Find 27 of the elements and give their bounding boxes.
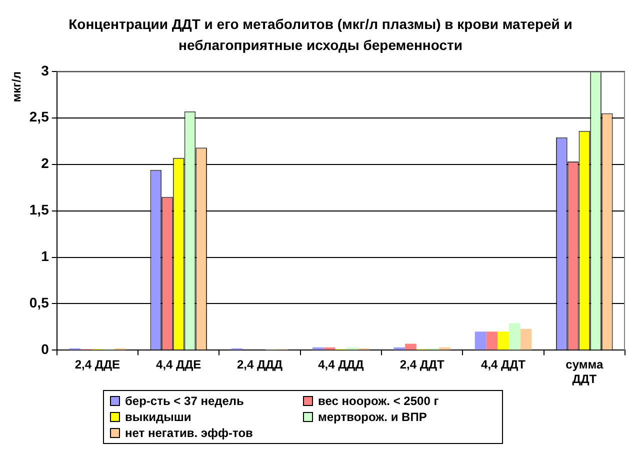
x-tick-label: 4,4 ДДТ (481, 358, 526, 372)
x-tick-label: 2,4 ДДТ (400, 358, 445, 372)
bar (520, 328, 532, 350)
x-tick-label: 4,4 ДДЕ (156, 358, 202, 372)
legend-label: вес ноорож. < 2500 г (318, 394, 439, 408)
bar (474, 332, 486, 350)
legend-label: бер-сть < 37 недель (125, 394, 244, 408)
x-tick-label: 2,4 ДДЕ (74, 358, 120, 372)
x-tick-label: сумма ДДТ (566, 358, 604, 386)
x-tick-label: 4,4 ДДД (318, 358, 364, 372)
y-tick-label: 1,5 (29, 202, 50, 218)
y-tick-label: 0,5 (29, 294, 50, 311)
legend-label: выкидыши (125, 410, 192, 424)
y-tick-label: 0 (41, 341, 50, 358)
legend-label: мертворож. и ВПР (318, 410, 427, 424)
y-tick-label: 2,5 (29, 108, 50, 125)
bar (405, 344, 416, 350)
y-tick-label: 3 (41, 62, 50, 78)
legend-label: нет негатив. эфф-тов (125, 426, 253, 440)
y-tick-label: 1 (41, 248, 50, 264)
chart-title: Концентрации ДДТ и его метаболитов (мкг/л плазмы) в крови матерей и неблагоприятные исходы беременности (68, 15, 574, 55)
bar (486, 332, 498, 350)
bar (498, 332, 509, 350)
y-axis-title: мкг/л (10, 71, 24, 102)
y-tick-label: 2 (41, 155, 50, 172)
x-tick-label: 2,4 ДДД (236, 358, 284, 372)
bar (508, 323, 520, 350)
